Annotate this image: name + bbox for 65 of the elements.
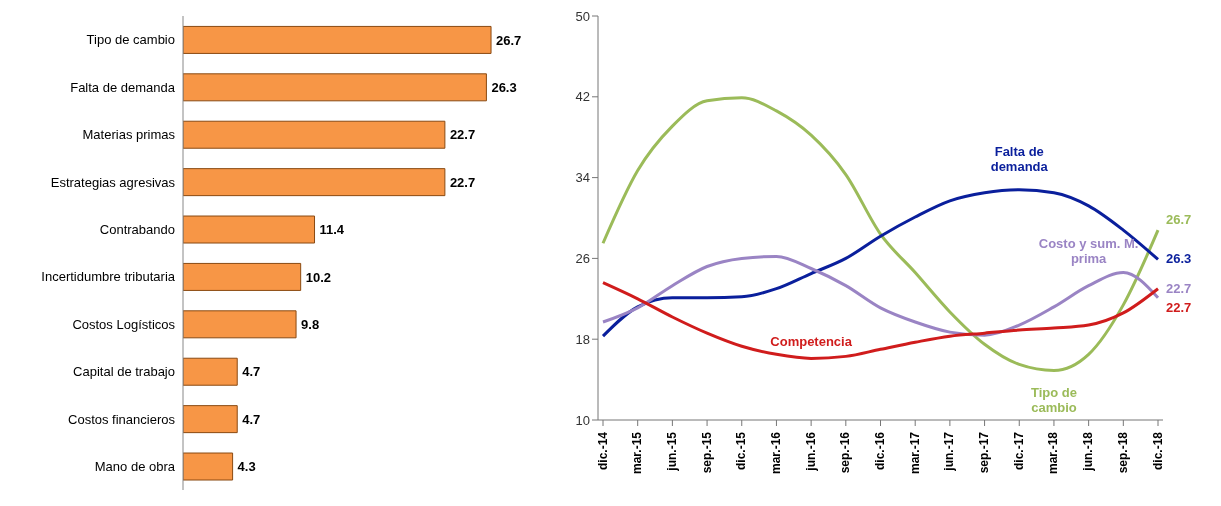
x-tick-label: dic.-15 [734, 431, 749, 471]
bar [183, 452, 234, 481]
bar [183, 310, 297, 339]
annotation: 22.7 [1166, 299, 1192, 315]
y-tick-label: Materias primas [82, 127, 176, 143]
data-label: 22.7 [449, 127, 476, 143]
data-label: 26.3 [491, 79, 517, 95]
bar [183, 405, 238, 434]
series-label: Falta de demanda [990, 143, 1049, 174]
bar [183, 25, 492, 54]
annotation: 26.3 [1166, 251, 1192, 267]
x-tick-label: jun.-17 [942, 431, 957, 472]
y-tick-label: Contrabando [99, 221, 175, 237]
x-tick-label: dic.-16 [873, 431, 888, 471]
y-tick-label: 42 [575, 89, 590, 105]
data-label: 10.2 [305, 269, 331, 285]
data-label: 4.7 [242, 364, 261, 380]
y-tick-label: 10 [575, 412, 590, 428]
x-tick-label: mar.-18 [1046, 431, 1061, 475]
x-tick-label: sep.-16 [838, 431, 853, 474]
y-tick-label: Estrategias agresivas [50, 174, 176, 190]
y-tick-label: Costos Logísticos [72, 316, 176, 332]
x-tick-label: dic.-17 [1011, 431, 1026, 471]
line-series [601, 96, 1160, 373]
bar [183, 262, 302, 291]
line-series [601, 281, 1160, 360]
x-tick-label: dic.-18 [1150, 431, 1165, 471]
y-tick-label: Mano de obra [94, 458, 176, 474]
x-tick-label: mar.-15 [630, 431, 645, 475]
y-tick-label: 34 [575, 170, 590, 186]
y-tick-label: Capital de trabajo [73, 364, 175, 380]
data-label: 22.7 [449, 174, 476, 190]
y-tick-label: 50 [575, 8, 590, 24]
data-label: 4.3 [237, 459, 256, 475]
data-label: 26.7 [496, 32, 522, 48]
x-tick-label: dic.-14 [595, 431, 610, 471]
line-series [601, 254, 1160, 337]
x-tick-label: mar.-16 [768, 431, 783, 475]
y-tick-label: 26 [575, 251, 590, 267]
annotation: 22.7 [1166, 280, 1192, 296]
data-label: 4.7 [242, 411, 261, 427]
y-tick-label: 18 [575, 331, 590, 347]
bar [183, 73, 487, 102]
x-tick-label: sep.-18 [1115, 431, 1130, 474]
bar [183, 120, 446, 149]
y-tick-label: Incertidumbre tributaria [41, 269, 176, 285]
bar [183, 168, 446, 197]
bar [183, 215, 316, 244]
y-tick-label: Falta de demanda [70, 79, 176, 95]
data-label: 11.4 [319, 222, 345, 238]
series-label: Costo y sum. M. prima [1038, 235, 1139, 266]
series-label: Competencia [770, 334, 853, 350]
y-tick-label: Costos financieros [68, 411, 176, 427]
x-tick-label: mar.-17 [907, 431, 922, 475]
data-label: 9.8 [301, 316, 320, 332]
x-tick-label: jun.-15 [664, 431, 679, 472]
series-label: Tipo de cambio [1030, 384, 1077, 415]
x-tick-label: sep.-15 [699, 431, 714, 474]
bar [183, 357, 238, 386]
line-series [601, 188, 1160, 338]
x-tick-label: jun.-18 [1081, 431, 1096, 472]
x-tick-label: sep.-17 [977, 431, 992, 474]
x-tick-label: jun.-16 [803, 431, 818, 472]
y-tick-label: Tipo de cambio [86, 32, 175, 48]
annotation: 26.7 [1166, 212, 1192, 228]
